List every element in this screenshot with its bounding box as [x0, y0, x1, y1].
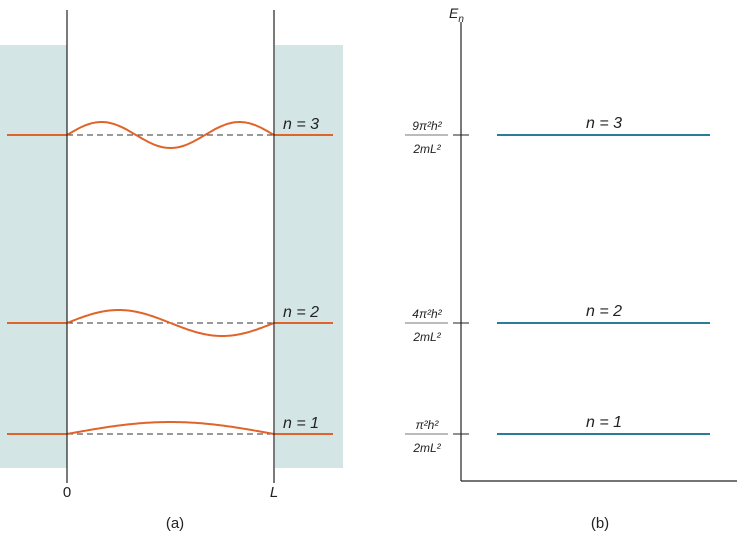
level-label-a-n1: n = 1 — [283, 415, 319, 432]
caption-b: (b) — [591, 515, 609, 532]
left-wall-region — [0, 45, 67, 468]
energy-levels: 9π²h² 2mL² n = 3 4π²h² 2mL² n = 2 π²h² 2mL² n = … — [405, 115, 710, 455]
energy-numerator-n1: π²h² — [416, 418, 440, 432]
energy-denominator-n1: 2mL² — [412, 441, 441, 455]
energy-denominator-n2: 2mL² — [412, 330, 441, 344]
level-label-b-n1: n = 1 — [586, 414, 622, 431]
x-label-L: L — [270, 484, 278, 501]
wavefunction-n3 — [66, 121, 275, 150]
level-label-b-n2: n = 2 — [586, 303, 622, 320]
x-label-zero: 0 — [63, 484, 71, 501]
energy-denominator-n3: 2mL² — [412, 142, 441, 156]
level-label-b-n3: n = 3 — [586, 115, 622, 132]
caption-a: (a) — [166, 515, 184, 532]
level-label-a-n3: n = 3 — [283, 116, 319, 133]
energy-numerator-n2: 4π²h² — [412, 307, 442, 321]
level-label-a-n2: n = 2 — [283, 304, 319, 321]
wavefunction-n1 — [66, 421, 275, 435]
energy-numerator-n3: 9π²h² — [412, 119, 442, 133]
axis-label-En: En — [449, 5, 464, 25]
wavefunction-n2 — [66, 309, 275, 337]
right-wall-region — [275, 45, 343, 468]
wavefunctions: n = 3 n = 2 n = 1 — [7, 116, 333, 435]
